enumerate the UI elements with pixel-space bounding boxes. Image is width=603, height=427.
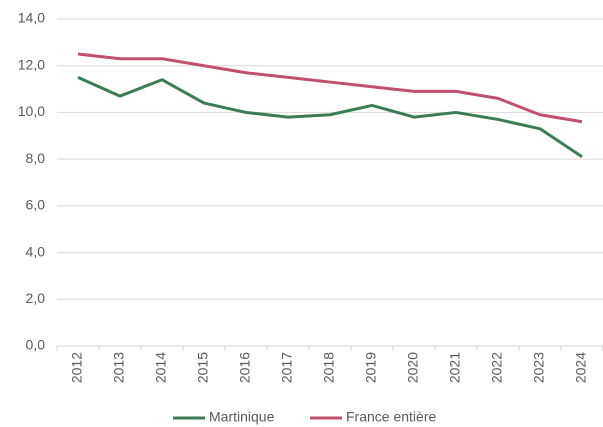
x-tick-label: 2013 [111, 352, 127, 383]
y-tick-label: 14,0 [18, 10, 45, 26]
y-tick-label: 10,0 [18, 103, 45, 119]
legend-label: Martinique [209, 409, 275, 425]
legend-label: France entière [346, 409, 436, 425]
x-tick-label: 2022 [489, 352, 505, 383]
x-tick-label: 2015 [195, 352, 211, 383]
x-tick-label: 2021 [447, 352, 463, 383]
x-tick-label: 2016 [237, 352, 253, 383]
x-tick-label: 2023 [531, 352, 547, 383]
y-tick-label: 12,0 [18, 56, 45, 72]
x-tick-label: 2018 [321, 352, 337, 383]
x-tick-label: 2020 [405, 352, 421, 383]
x-tick-label: 2014 [153, 352, 169, 383]
y-tick-label: 0,0 [26, 337, 46, 353]
y-tick-label: 2,0 [26, 290, 46, 306]
x-tick-label: 2012 [69, 352, 85, 383]
x-tick-label: 2019 [363, 352, 379, 383]
y-tick-label: 4,0 [26, 243, 46, 259]
line [77, 52, 583, 124]
line [77, 76, 583, 159]
y-tick-label: 6,0 [26, 197, 46, 213]
x-tick-label: 2024 [573, 352, 589, 383]
y-tick-label: 8,0 [26, 150, 46, 166]
x-tick-label: 2017 [279, 352, 295, 383]
